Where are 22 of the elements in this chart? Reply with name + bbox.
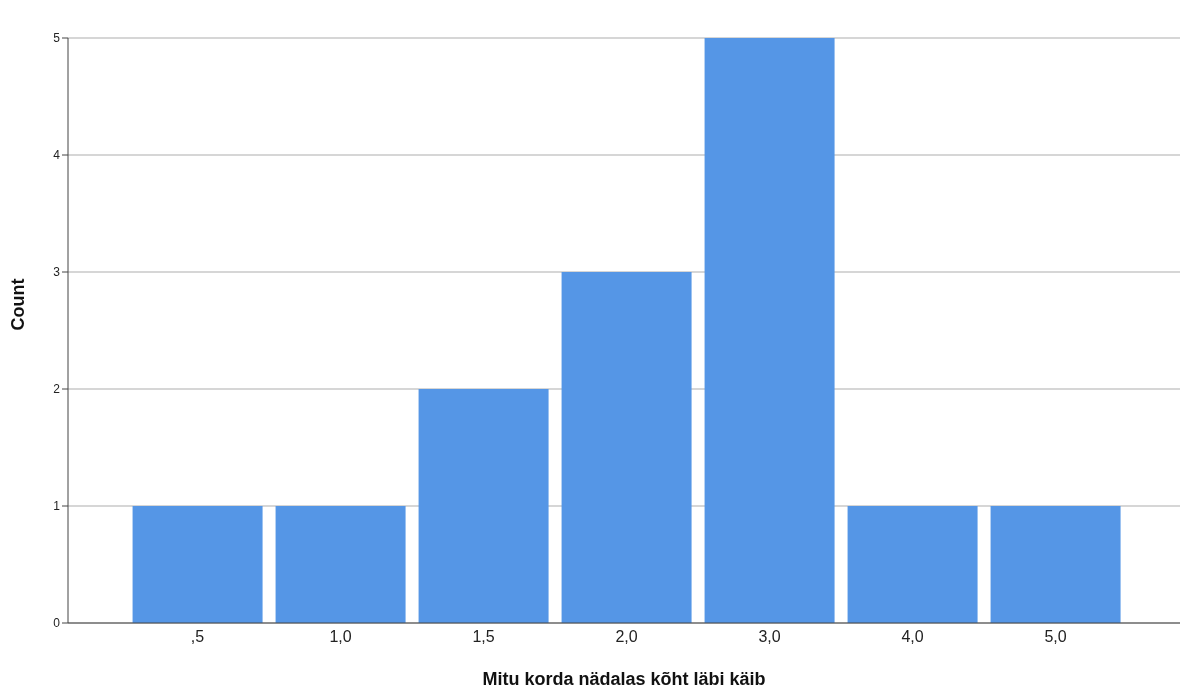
- bar: [847, 506, 978, 623]
- x-tick-label: 5,0: [1044, 628, 1067, 646]
- x-tick-label: 1,5: [472, 628, 495, 646]
- bar: [132, 506, 263, 623]
- x-axis-title: Mitu korda nädalas kõht läbi käib: [482, 669, 766, 689]
- x-tick-label: 1,0: [329, 628, 352, 646]
- y-tick-label: 0: [53, 616, 61, 631]
- x-tick-label: 4,0: [901, 628, 924, 646]
- y-tick-label: 2: [53, 382, 61, 397]
- y-axis-title: Count: [8, 278, 29, 331]
- y-tick-label: 5: [53, 31, 61, 46]
- bar: [704, 38, 835, 623]
- bar: [990, 506, 1121, 623]
- bar: [561, 272, 692, 623]
- bar: [418, 389, 549, 623]
- x-tick-label: ,5: [190, 628, 205, 646]
- x-tick-label: 2,0: [615, 628, 638, 646]
- y-tick-label: 4: [53, 148, 61, 163]
- x-tick-label: 3,0: [758, 628, 781, 646]
- bar: [275, 506, 406, 623]
- y-tick-label: 1: [53, 499, 61, 514]
- y-tick-label: 3: [53, 265, 61, 280]
